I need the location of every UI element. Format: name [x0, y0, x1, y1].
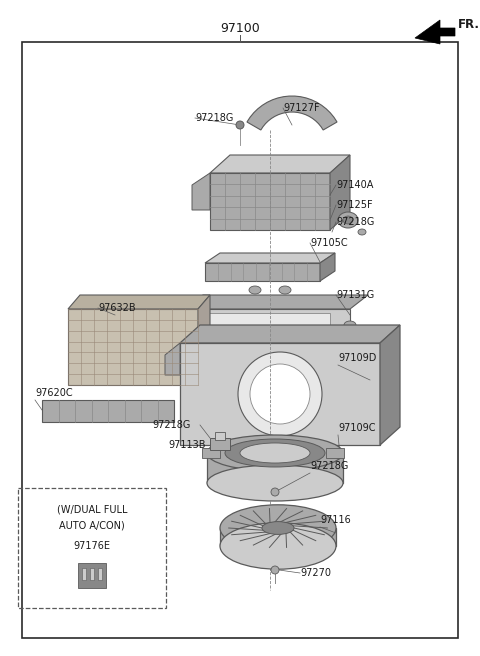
Text: 97105C: 97105C	[310, 238, 348, 248]
Ellipse shape	[271, 566, 279, 574]
Bar	[326, 448, 344, 458]
Polygon shape	[165, 343, 180, 375]
Polygon shape	[78, 563, 106, 588]
Text: 97125F: 97125F	[336, 200, 372, 210]
Ellipse shape	[279, 286, 291, 294]
Text: 97176E: 97176E	[73, 541, 110, 551]
Text: 97116: 97116	[320, 515, 351, 525]
Bar	[202, 448, 220, 458]
Bar	[18, 488, 166, 608]
Text: 97109C: 97109C	[338, 423, 375, 433]
Polygon shape	[320, 253, 335, 281]
Polygon shape	[185, 309, 350, 350]
Ellipse shape	[225, 439, 325, 467]
Text: 97620C: 97620C	[35, 388, 72, 398]
Ellipse shape	[238, 352, 322, 436]
Ellipse shape	[220, 523, 336, 569]
Text: 97218G: 97218G	[195, 113, 233, 123]
Bar	[42, 400, 174, 422]
Ellipse shape	[344, 321, 356, 329]
Polygon shape	[210, 173, 330, 230]
Ellipse shape	[250, 364, 310, 424]
Text: 97100: 97100	[220, 22, 260, 35]
Text: AUTO A/CON): AUTO A/CON)	[59, 521, 125, 531]
Ellipse shape	[262, 522, 294, 535]
Ellipse shape	[358, 229, 366, 235]
Text: 97218G: 97218G	[152, 420, 191, 430]
Bar	[215, 432, 225, 440]
Ellipse shape	[249, 286, 261, 294]
Text: 97109D: 97109D	[338, 353, 376, 363]
Polygon shape	[415, 20, 455, 44]
Polygon shape	[180, 343, 380, 445]
Polygon shape	[192, 173, 210, 210]
Bar	[207, 453, 343, 483]
Bar	[82, 568, 86, 580]
Bar	[98, 568, 102, 580]
Ellipse shape	[207, 465, 343, 501]
Polygon shape	[198, 295, 210, 385]
Text: 97140A: 97140A	[336, 180, 373, 190]
Polygon shape	[68, 309, 198, 385]
Polygon shape	[185, 295, 368, 309]
Text: 97113B: 97113B	[168, 440, 205, 450]
Ellipse shape	[240, 443, 310, 463]
Text: (W/DUAL FULL: (W/DUAL FULL	[57, 505, 127, 515]
Ellipse shape	[338, 212, 358, 228]
Bar	[220, 528, 336, 546]
Ellipse shape	[207, 435, 343, 471]
Ellipse shape	[271, 488, 279, 496]
Text: 97218G: 97218G	[310, 461, 348, 471]
Bar	[90, 568, 94, 580]
Text: FR.: FR.	[458, 18, 480, 31]
Polygon shape	[180, 325, 400, 343]
Ellipse shape	[171, 321, 183, 329]
Text: 97131G: 97131G	[336, 290, 374, 300]
Polygon shape	[205, 263, 320, 281]
Polygon shape	[205, 253, 335, 263]
Polygon shape	[205, 313, 330, 342]
Text: 97218G: 97218G	[336, 217, 374, 227]
Ellipse shape	[220, 505, 336, 551]
Ellipse shape	[343, 216, 353, 224]
Polygon shape	[247, 96, 337, 130]
Polygon shape	[210, 438, 230, 450]
Polygon shape	[210, 155, 350, 173]
Ellipse shape	[236, 121, 244, 129]
Text: 97270: 97270	[300, 568, 331, 578]
Polygon shape	[380, 325, 400, 445]
Text: 97127F: 97127F	[283, 103, 320, 113]
Polygon shape	[330, 155, 350, 230]
Polygon shape	[68, 295, 210, 309]
Text: 97632B: 97632B	[98, 303, 136, 313]
